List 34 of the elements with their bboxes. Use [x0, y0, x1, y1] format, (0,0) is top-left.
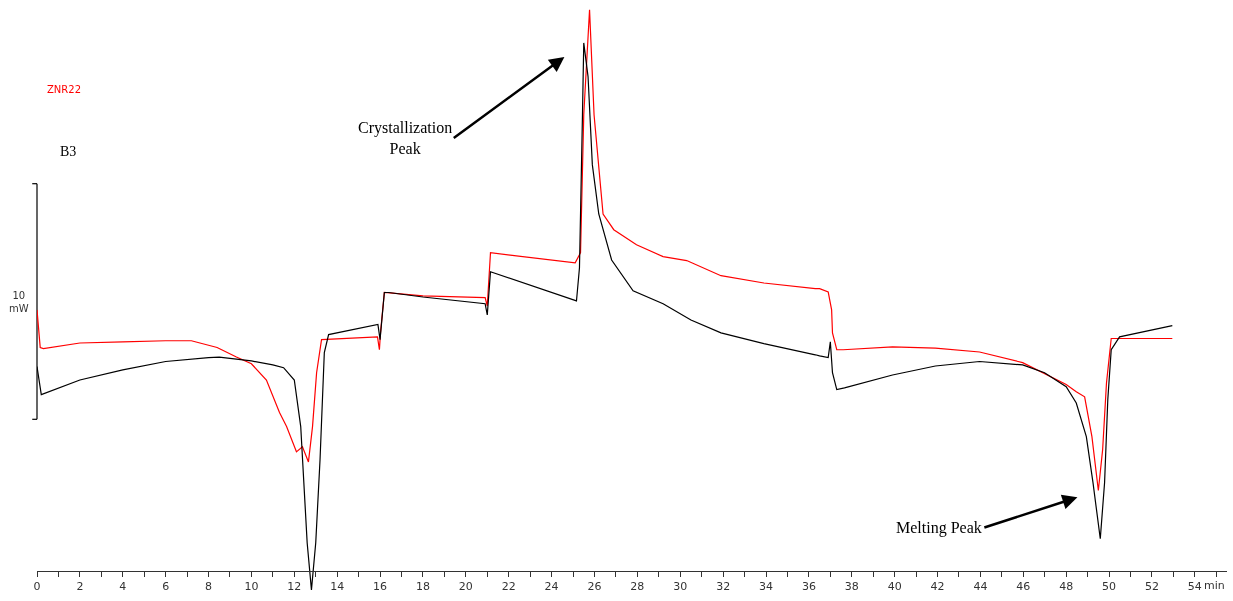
x-tick-label: 8: [205, 579, 213, 593]
x-tick-label: 34: [759, 579, 774, 593]
x-tick-label: 32: [716, 579, 731, 593]
x-tick-label: 54: [1187, 579, 1202, 593]
x-tick-label: 18: [415, 579, 430, 593]
text: 10 mW: [9, 290, 29, 314]
x-tick-label: 50: [1102, 579, 1117, 593]
x-tick-label: 28: [630, 579, 645, 593]
x-tick-label: 22: [501, 579, 516, 593]
x-tick-label: 0: [33, 579, 41, 593]
x-tick-label: 20: [458, 579, 473, 593]
x-tick-label: 46: [1016, 579, 1031, 593]
x-tick-label: 12: [287, 579, 302, 593]
x-tick-label: 36: [801, 579, 816, 593]
x-tick-label: 14: [330, 579, 345, 593]
text: ZNR22: [47, 84, 82, 95]
x-tick-label: 42: [930, 579, 945, 593]
x-tick-label: 40: [887, 579, 902, 593]
x-axis-title: min: [1204, 579, 1225, 592]
x-tick-label: 24: [544, 579, 559, 593]
x-tick-label: 38: [844, 579, 859, 593]
x-tick-label: 4: [119, 579, 127, 593]
x-tick-label: 2: [76, 579, 84, 593]
x-tick-label: 44: [973, 579, 988, 593]
x-tick-label: 10: [244, 579, 259, 593]
text: B3: [60, 144, 77, 159]
x-tick-label: 52: [1144, 579, 1159, 593]
x-tick-label: 6: [162, 579, 170, 593]
x-tick-label: 16: [373, 579, 388, 593]
x-tick-label: 48: [1059, 579, 1074, 593]
annotation: Crystallization Peak: [358, 119, 453, 157]
annotation: Melting Peak: [896, 519, 982, 537]
x-tick-label: 30: [673, 579, 688, 593]
x-tick-label: 26: [587, 579, 602, 593]
